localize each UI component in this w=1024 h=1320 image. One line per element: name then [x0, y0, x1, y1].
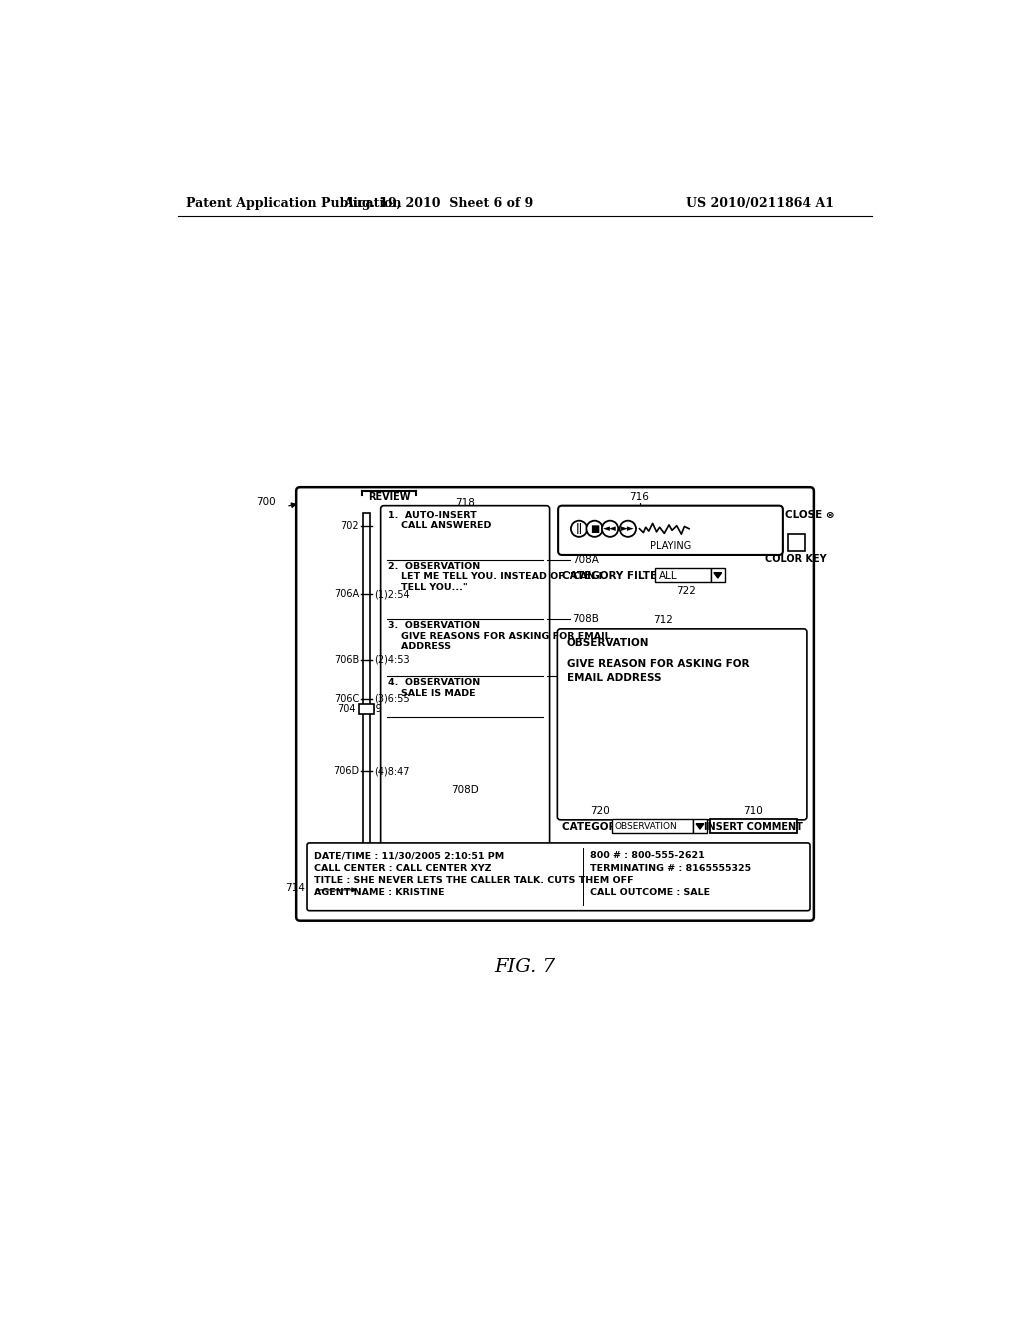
Text: FIG. 7: FIG. 7 [495, 958, 555, 975]
Text: REVIEW: REVIEW [368, 492, 411, 502]
Bar [710, 818, 797, 833]
Circle shape [587, 520, 603, 537]
Circle shape [602, 520, 618, 537]
Text: 1.  AUTO-INSERT
    CALL ANSWERED: 1. AUTO-INSERT CALL ANSWERED [388, 511, 492, 531]
Text: 706B: 706B [334, 655, 359, 665]
Text: Patent Application Publication: Patent Application Publication [186, 197, 401, 210]
Text: 708C: 708C [572, 671, 599, 681]
Text: US 2010/0211864 A1: US 2010/0211864 A1 [686, 197, 834, 210]
Text: COLOR KEY: COLOR KEY [765, 554, 826, 564]
FancyBboxPatch shape [296, 487, 814, 921]
Text: (2)4:53: (2)4:53 [375, 655, 410, 665]
Text: (4)8:47: (4)8:47 [375, 767, 410, 776]
Text: PLAYING: PLAYING [650, 541, 691, 550]
Polygon shape [714, 573, 722, 578]
Text: ■: ■ [590, 524, 599, 533]
Text: 710: 710 [743, 807, 763, 816]
Text: INSERT COMMENT: INSERT COMMENT [703, 822, 803, 832]
Bar [711, 568, 725, 582]
Text: Aug. 19, 2010  Sheet 6 of 9: Aug. 19, 2010 Sheet 6 of 9 [343, 197, 534, 210]
Text: OBSERVATION: OBSERVATION [614, 822, 678, 832]
Text: 722: 722 [676, 586, 696, 597]
FancyBboxPatch shape [558, 506, 783, 554]
Polygon shape [696, 824, 703, 829]
Bar [359, 704, 375, 714]
Bar [655, 568, 711, 582]
Text: ◄◄: ◄◄ [603, 524, 616, 533]
Text: 6:59: 6:59 [360, 704, 382, 714]
Text: 4.  OBSERVATION
    SALE IS MADE: 4. OBSERVATION SALE IS MADE [388, 678, 480, 697]
Text: CATEGORY :: CATEGORY : [562, 822, 631, 832]
Text: ►►: ►► [621, 524, 635, 533]
Text: 706A: 706A [334, 589, 359, 599]
Text: GIVE REASON FOR ASKING FOR
EMAIL ADDRESS: GIVE REASON FOR ASKING FOR EMAIL ADDRESS [566, 659, 750, 682]
Bar [364, 512, 371, 898]
Text: 3.  OBSERVATION
    GIVE REASONS FOR ASKING FOR EMAIL
    ADDRESS: 3. OBSERVATION GIVE REASONS FOR ASKING F… [388, 622, 611, 651]
Text: (1)2:54: (1)2:54 [375, 589, 410, 599]
Text: 800 # : 800-555-2621
TERMINATING # : 8165555325

CALL OUTCOME : SALE: 800 # : 800-555-2621 TERMINATING # : 816… [590, 851, 751, 896]
Text: DATE/TIME : 11/30/2005 2:10:51 PM
CALL CENTER : CALL CENTER XYZ
TITLE : SHE NEVE: DATE/TIME : 11/30/2005 2:10:51 PM CALL C… [314, 851, 634, 896]
Text: CATEGORY FILTER :: CATEGORY FILTER : [562, 570, 673, 581]
Circle shape [571, 520, 587, 537]
Text: (3)6:55: (3)6:55 [375, 694, 410, 704]
Bar [693, 818, 707, 833]
Text: 702: 702 [340, 521, 359, 532]
Bar [611, 818, 693, 833]
Text: CLOSE ⊗: CLOSE ⊗ [785, 510, 835, 520]
Text: 714: 714 [286, 883, 305, 894]
Bar [787, 535, 805, 552]
Text: 11:09: 11:09 [353, 890, 381, 899]
Text: 708D: 708D [452, 785, 479, 795]
Text: 708B: 708B [572, 614, 599, 624]
Text: 706C: 706C [334, 694, 359, 704]
Text: 716: 716 [630, 492, 649, 502]
Text: ||: || [575, 523, 583, 535]
Text: 720: 720 [590, 807, 610, 816]
Text: ALL: ALL [658, 570, 678, 581]
Text: 700: 700 [256, 496, 275, 507]
Text: OBSERVATION: OBSERVATION [566, 638, 649, 648]
Circle shape [620, 520, 636, 537]
Text: 2.  OBSERVATION
    LET ME TELL YOU. INSTEAD OF "CAN I
    TELL YOU...": 2. OBSERVATION LET ME TELL YOU. INSTEAD … [388, 562, 602, 591]
FancyBboxPatch shape [307, 843, 810, 911]
Text: 704: 704 [337, 704, 356, 714]
Text: 708A: 708A [572, 556, 599, 565]
FancyBboxPatch shape [381, 506, 550, 874]
Text: 712: 712 [653, 615, 673, 626]
FancyBboxPatch shape [557, 628, 807, 820]
Text: 718: 718 [456, 498, 475, 508]
Text: 706D: 706D [333, 767, 359, 776]
